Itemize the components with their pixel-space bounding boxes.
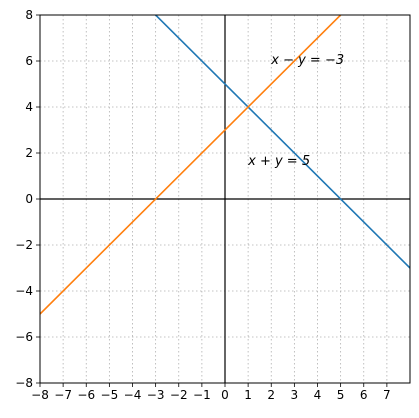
y-tick-label: 2	[25, 146, 33, 160]
series-layer	[40, 15, 410, 315]
x-tick-label: 1	[244, 388, 252, 402]
x-tick-label: −1	[193, 388, 211, 402]
y-tick-label: 4	[25, 100, 33, 114]
x-tick-label: −2	[170, 388, 188, 402]
annotation-0: x − y = −3	[270, 53, 344, 68]
y-tick-label: 6	[25, 54, 33, 68]
x-tick-label: −7	[54, 388, 72, 402]
x-tick-label: 0	[221, 388, 229, 402]
x-tick-label: −5	[101, 388, 119, 402]
y-tick-label: −8	[15, 376, 33, 390]
y-tick-label: 8	[25, 8, 33, 22]
x-tick-labels: −8 −7 −6 −5 −4 −3 −2 −1 0 1 2 3 4 5 6 7	[31, 388, 391, 402]
zero-axes	[40, 15, 410, 383]
x-tick-label: −6	[77, 388, 95, 402]
y-tick-label: −4	[15, 284, 33, 298]
x-tick-label: −8	[31, 388, 49, 402]
annotations: x − y = −3 x + y = 5	[247, 53, 344, 169]
x-tick-label: 7	[383, 388, 391, 402]
x-tick-label: −4	[124, 388, 142, 402]
annotation-1: x + y = 5	[247, 154, 310, 169]
x-tick-label: 6	[360, 388, 368, 402]
series-line-1	[40, 15, 342, 315]
y-tick-label: 0	[25, 192, 33, 206]
x-tick-label: −3	[147, 388, 165, 402]
x-tick-label: 3	[291, 388, 299, 402]
x-tick-label: 5	[337, 388, 345, 402]
tick-marks	[36, 14, 388, 387]
y-tick-label: −6	[15, 330, 33, 344]
y-tick-label: −2	[15, 238, 33, 252]
x-tick-label: 2	[267, 388, 275, 402]
x-tick-label: 4	[314, 388, 322, 402]
y-tick-labels: −8 −6 −4 −2 0 2 4 6 8	[15, 8, 33, 390]
series-line-0	[154, 15, 410, 269]
